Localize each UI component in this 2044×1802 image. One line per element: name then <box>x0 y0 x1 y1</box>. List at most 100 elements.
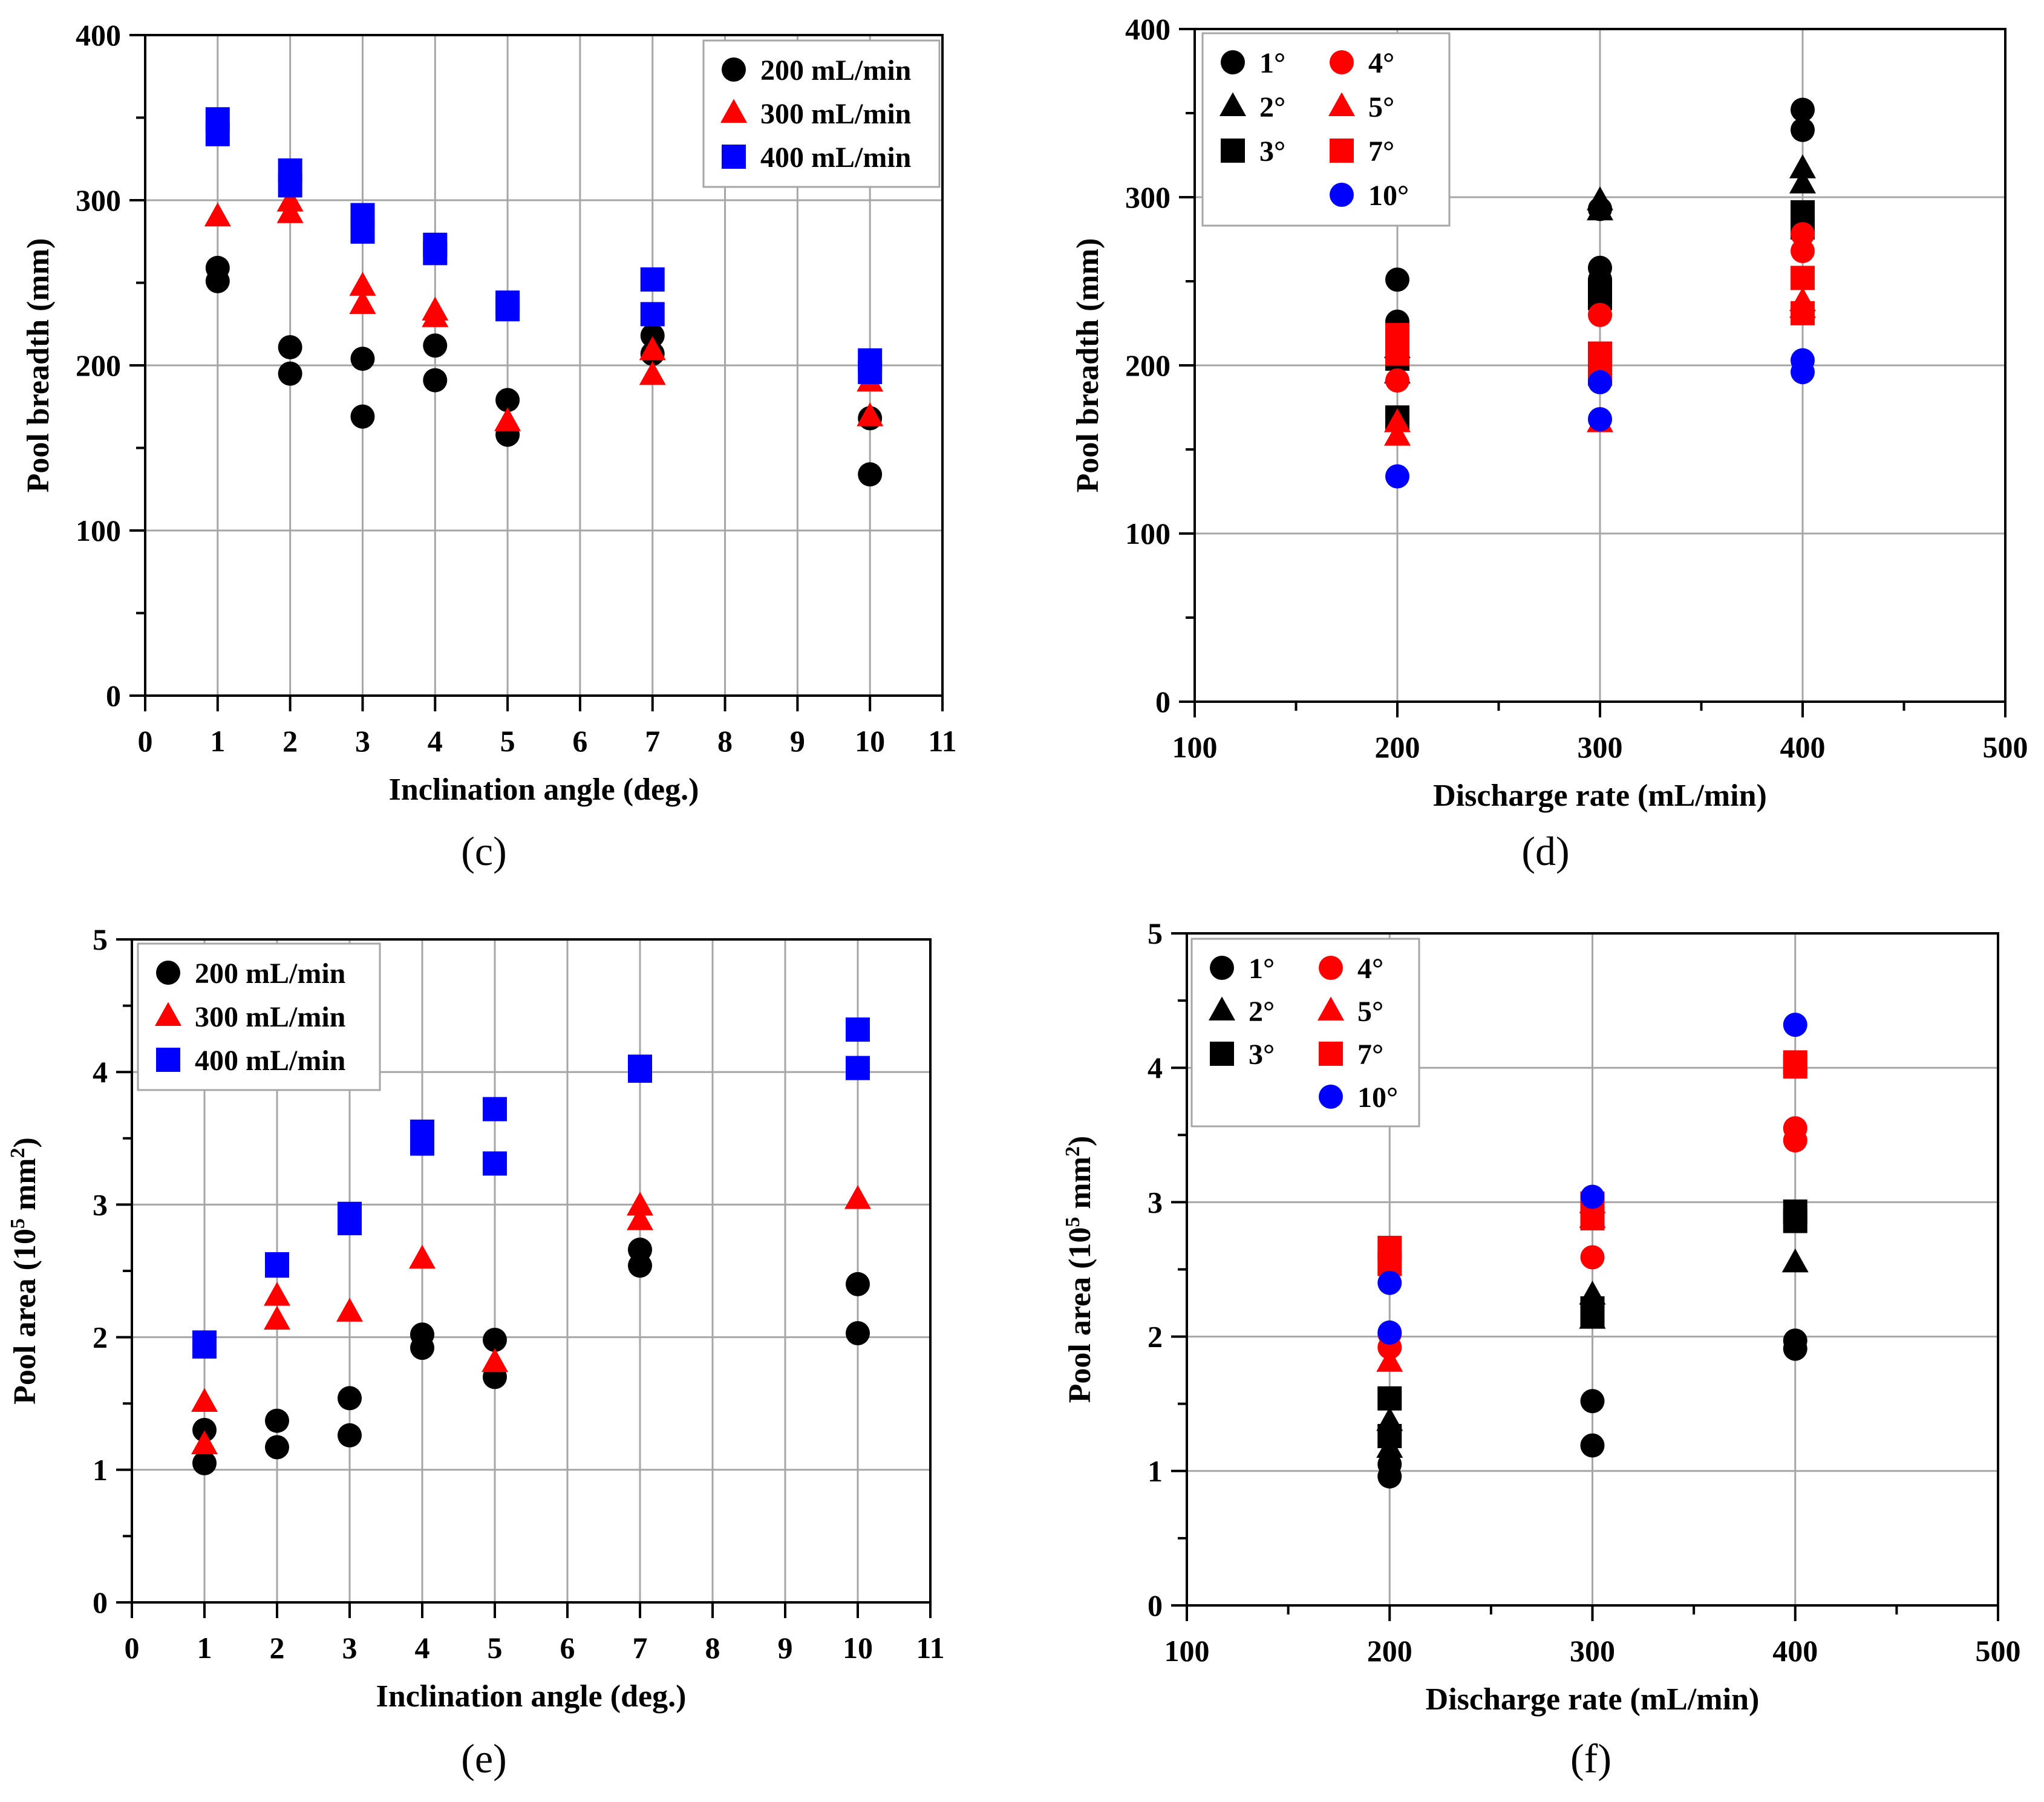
x-tick-label: 3 <box>355 724 370 758</box>
data-point <box>264 1282 290 1306</box>
legend-marker <box>1319 1085 1343 1109</box>
y-tick-label: 200 <box>76 348 121 382</box>
y-axis-label-part: ) <box>1063 1136 1097 1146</box>
y-tick-label: 0 <box>93 1585 108 1619</box>
data-point <box>410 1336 434 1360</box>
y-axis-label-part: ) <box>8 1137 42 1147</box>
legend-marker <box>156 1048 180 1072</box>
legend-marker <box>1330 139 1354 163</box>
panel-caption: (f) <box>1570 1735 1611 1781</box>
data-point <box>1580 1245 1605 1270</box>
data-point <box>350 404 375 429</box>
x-tick-label: 5 <box>488 1631 503 1665</box>
data-point <box>1783 1013 1807 1037</box>
data-point <box>1385 341 1409 366</box>
legend-label: 7° <box>1357 1039 1383 1071</box>
y-tick-label: 0 <box>1148 1588 1163 1622</box>
x-tick-label: 1 <box>197 1631 212 1665</box>
y-axis-label-part: Pool area (10 <box>1063 1227 1097 1403</box>
y-axis-label: Pool area (105 mm2) <box>1062 1136 1098 1403</box>
y-tick-label: 0 <box>1155 685 1171 719</box>
data-point <box>640 267 665 292</box>
data-point <box>423 333 448 358</box>
legend-label: 1° <box>1259 47 1285 79</box>
legend-label: 10° <box>1368 180 1409 212</box>
data-point <box>265 1253 289 1278</box>
legend-label: 400 mL/min <box>760 142 911 174</box>
legend-label: 3° <box>1249 1039 1275 1071</box>
x-axis-label: Discharge rate (mL/min) <box>1426 1682 1760 1717</box>
legend-marker <box>720 99 747 123</box>
legend-label: 2° <box>1259 91 1285 123</box>
legend-label: 4° <box>1368 47 1394 79</box>
data-point <box>1587 196 1613 221</box>
legend-label: 300 mL/min <box>195 1001 345 1033</box>
data-point <box>627 1206 653 1230</box>
x-axis-label: Discharge rate (mL/min) <box>1433 779 1767 813</box>
data-point <box>192 1451 217 1475</box>
legend-marker <box>156 961 180 985</box>
panel-caption: (c) <box>461 828 506 874</box>
legend-marker <box>1328 92 1355 116</box>
data-point <box>1377 1320 1402 1345</box>
data-point <box>1781 1248 1809 1273</box>
x-tick-label: 0 <box>125 1631 140 1665</box>
legend-label: 300 mL/min <box>760 98 911 130</box>
y-axis-label-part: 5 <box>7 1218 29 1229</box>
y-tick-label: 3 <box>93 1187 108 1221</box>
x-tick-label: 4 <box>415 1631 430 1665</box>
data-point <box>1791 97 1815 122</box>
y-tick-label: 3 <box>1148 1185 1163 1219</box>
data-point <box>483 1327 507 1352</box>
data-point <box>1791 360 1815 385</box>
data-point <box>1588 406 1612 431</box>
x-tick-label: 7 <box>633 1631 648 1665</box>
x-tick-label: 8 <box>717 724 733 758</box>
legend-label: 200 mL/min <box>760 54 911 87</box>
y-tick-label: 300 <box>1125 180 1171 214</box>
data-point <box>482 1348 508 1373</box>
legend-label: 5° <box>1368 91 1394 123</box>
y-axis-label: Pool area (105 mm2) <box>7 1137 43 1405</box>
legend-marker <box>1221 50 1245 74</box>
data-point <box>628 1059 652 1083</box>
y-tick-label: 100 <box>76 514 121 547</box>
data-point <box>350 347 375 371</box>
y-axis-label: Pool breadth (mm) <box>1071 238 1105 493</box>
data-point <box>846 1321 870 1346</box>
legend-marker <box>1220 92 1246 116</box>
x-tick-label: 100 <box>1164 1634 1210 1668</box>
data-point <box>1580 1433 1605 1458</box>
data-point <box>350 219 375 244</box>
data-point <box>1791 266 1815 290</box>
chart-e: 0 1 2 3 4 5 6 7 8 9 10 11 0 1 2 3 4 5 Inclination angle (d… <box>7 922 945 1781</box>
legend-label: 10° <box>1357 1082 1398 1114</box>
data-point <box>483 1097 507 1121</box>
data-point <box>338 1386 362 1411</box>
data-point <box>495 388 520 413</box>
legend-label: 7° <box>1368 135 1394 168</box>
y-axis-label-part: mm <box>8 1158 42 1218</box>
legend-marker <box>722 57 746 82</box>
data-point <box>264 1305 290 1330</box>
data-point <box>1376 1348 1403 1372</box>
data-point <box>1783 1209 1807 1233</box>
data-point <box>204 202 231 227</box>
x-tick-label: 300 <box>1570 1634 1615 1668</box>
data-point <box>1377 1464 1402 1489</box>
data-point <box>1588 302 1612 327</box>
x-tick-label: 500 <box>1976 1634 2021 1668</box>
data-point <box>846 1056 870 1080</box>
y-tick-label: 2 <box>93 1320 108 1354</box>
legend-marker <box>1330 50 1354 74</box>
x-tick-label: 7 <box>645 724 660 758</box>
data-point <box>1377 1386 1402 1411</box>
data-point <box>265 1435 289 1460</box>
data-point <box>1588 341 1612 366</box>
data-point <box>1385 464 1409 489</box>
y-axis-label-part: 2 <box>1062 1146 1084 1157</box>
x-tick-label: 11 <box>928 724 956 758</box>
y-axis-label: Pool breadth (mm) <box>21 238 56 493</box>
data-point <box>494 407 521 431</box>
